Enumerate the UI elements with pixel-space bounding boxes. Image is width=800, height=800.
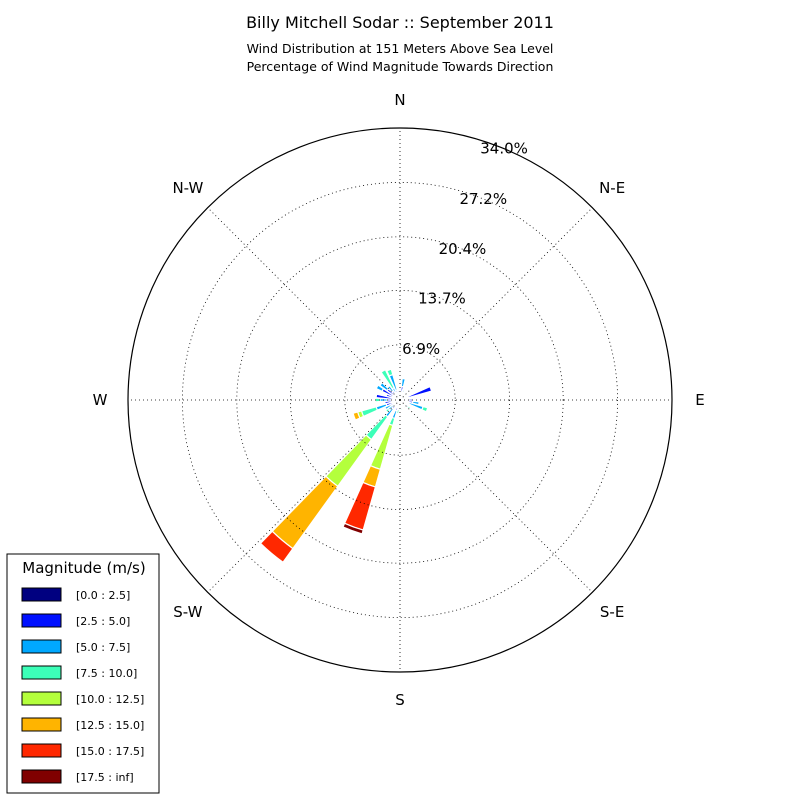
direction-label-n: N [394,91,405,109]
legend-swatch-7 [21,769,62,784]
grid-ring-2 [236,236,564,564]
radial-tick-label-1: 13.7% [418,290,466,308]
direction-label-s: S [395,691,405,709]
radial-tick-label-2: 20.4% [439,240,487,258]
wind-bar-10-bin-2 [400,377,407,388]
radial-tick-label-3: 27.2% [459,190,507,208]
wind-bar-220-bin-6 [259,530,294,564]
legend-title: Magnitude (m/s) [22,559,145,577]
direction-label-w: W [93,391,108,409]
legend-label-2: [5.0 : 7.5] [76,641,130,654]
legend-label-3: [7.5 : 10.0] [76,667,137,680]
grid-ring-3 [181,181,619,619]
legend-swatch-0 [21,587,62,602]
direction-label-e: E [695,391,704,409]
wind-bar-330-bin-3 [380,368,395,390]
radial-tick-label-0: 6.9% [402,340,440,358]
wind-bar-340-bin-3 [386,368,394,377]
legend-swatch-6 [21,743,62,758]
direction-label-n-w: N-W [172,179,203,197]
chart-subtitle-line-1: Wind Distribution at 151 Meters Above Se… [247,41,554,56]
legend-swatch-3 [21,665,62,680]
chart-title: Billy Mitchell Sodar :: September 2011 [246,13,554,32]
radial-tick-labels: 6.9% 13.7% 20.4% 27.2% 34.0% [402,140,528,358]
direction-label-n-e: N-E [599,179,625,197]
grid-ring-0 [344,344,456,456]
wind-bar-230-bin-3 [384,407,391,414]
legend-label-5: [12.5 : 15.0] [76,719,144,732]
wind-bar-110-bin-3 [421,405,429,413]
legend-swatch-2 [21,639,62,654]
legend-label-0: [0.0 : 2.5] [76,589,130,602]
wind-bars [259,368,433,564]
polar-plot-area: 6.9% 13.7% 20.4% 27.2% 34.0% N N-E E S-E S S-W W N-… [93,91,705,709]
legend-label-1: [2.5 : 5.0] [76,615,130,628]
wind-bar-70-bin-1 [401,385,433,401]
wind-bar-350-bin-1 [396,389,401,398]
wind-bar-170-bin-3 [400,406,404,412]
legend-swatch-5 [21,717,62,732]
wind-bar-200-bin-7 [342,522,364,535]
direction-labels: N N-E E S-E S S-W W N-W [93,91,705,709]
wind-bar-250-bin-5 [352,411,361,421]
wind-bar-300-bin-2 [375,384,385,393]
grid-ring-1 [289,289,510,510]
wind-bar-20-bin-2 [401,389,406,394]
legend-label-6: [15.0 : 17.5] [76,745,144,758]
radial-tick-label-4: 34.0% [480,140,528,158]
polar-grid [128,128,672,672]
legend-label-7: [17.5 : inf] [76,771,134,784]
wind-bar-270-bin-3 [374,397,381,403]
chart-subtitle-line-2: Percentage of Wind Magnitude Towards Dir… [247,59,554,74]
legend-label-4: [10.0 : 12.5] [76,693,144,706]
wind-bar-150-bin-3 [402,405,407,410]
legend-swatch-1 [21,613,62,628]
legend-items: [0.0 : 2.5] [2.5 : 5.0] [5.0 : 7.5] [7.5 : … [21,587,144,784]
outer-frame [127,127,673,673]
direction-label-s-e: S-E [600,603,624,621]
legend: Magnitude (m/s) [0.0 : 2.5] [2.5 : 5.0] [5… [6,553,160,794]
legend-swatch-4 [21,691,62,706]
direction-label-s-w: S-W [173,603,202,621]
